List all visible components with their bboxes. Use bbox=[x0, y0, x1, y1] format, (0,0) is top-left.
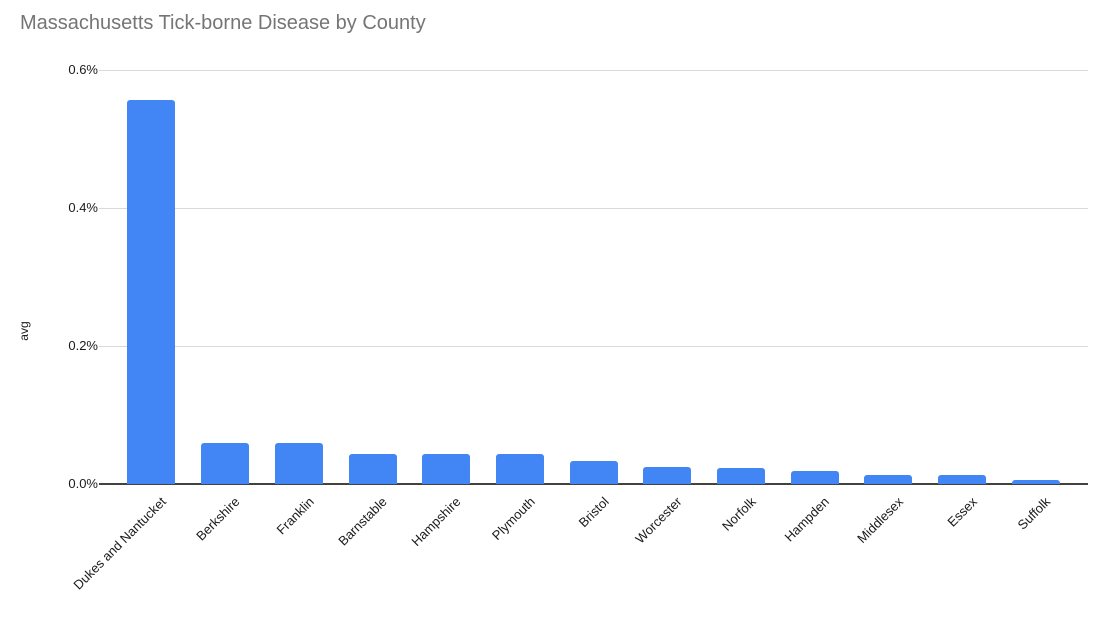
bar-dukes-and-nantucket[interactable] bbox=[127, 100, 176, 484]
x-tick-label-worcester: Worcester bbox=[632, 494, 685, 547]
x-tick-label-suffolk: Suffolk bbox=[1014, 494, 1054, 533]
x-tick-label-middlesex: Middlesex bbox=[854, 494, 907, 546]
bar-worcester[interactable] bbox=[643, 466, 692, 484]
y-tick-label-0.2%: 0.2% bbox=[68, 338, 98, 353]
bar-franklin[interactable] bbox=[274, 442, 323, 484]
y-gridline-0.2% bbox=[99, 346, 1088, 347]
y-tick-label-0.6%: 0.6% bbox=[68, 62, 98, 77]
x-tick-label-hampden: Hampden bbox=[781, 494, 833, 545]
y-axis-title: avg bbox=[17, 321, 31, 341]
bar-berkshire[interactable] bbox=[201, 442, 250, 484]
y-tick-label-0.4%: 0.4% bbox=[68, 200, 98, 215]
chart-title: Massachusetts Tick-borne Disease by Coun… bbox=[20, 12, 426, 34]
x-tick-label-berkshire: Berkshire bbox=[193, 494, 243, 544]
bar-norfolk[interactable] bbox=[717, 468, 766, 484]
x-axis-baseline bbox=[99, 483, 1088, 485]
bar-hampshire[interactable] bbox=[422, 453, 471, 484]
x-tick-label-barnstable: Barnstable bbox=[335, 494, 391, 549]
y-tick-label-0.0%: 0.0% bbox=[68, 476, 98, 491]
x-tick-label-plymouth: Plymouth bbox=[488, 494, 538, 543]
x-tick-label-dukes-and-nantucket: Dukes and Nantucket bbox=[70, 494, 170, 593]
x-tick-label-norfolk: Norfolk bbox=[718, 494, 759, 534]
x-tick-label-franklin: Franklin bbox=[273, 494, 317, 538]
bar-essex[interactable] bbox=[938, 475, 987, 484]
y-gridline-0.6% bbox=[99, 70, 1088, 71]
x-tick-label-bristol: Bristol bbox=[575, 494, 612, 531]
bar-middlesex[interactable] bbox=[864, 475, 913, 484]
bar-bristol[interactable] bbox=[569, 460, 618, 484]
y-gridline-0.4% bbox=[99, 208, 1088, 209]
bar-barnstable[interactable] bbox=[348, 453, 397, 484]
bar-suffolk[interactable] bbox=[1011, 479, 1060, 484]
x-tick-label-essex: Essex bbox=[944, 494, 980, 530]
x-tick-label-hampshire: Hampshire bbox=[408, 494, 464, 550]
bar-plymouth[interactable] bbox=[495, 453, 544, 484]
bar-hampden[interactable] bbox=[790, 470, 839, 484]
